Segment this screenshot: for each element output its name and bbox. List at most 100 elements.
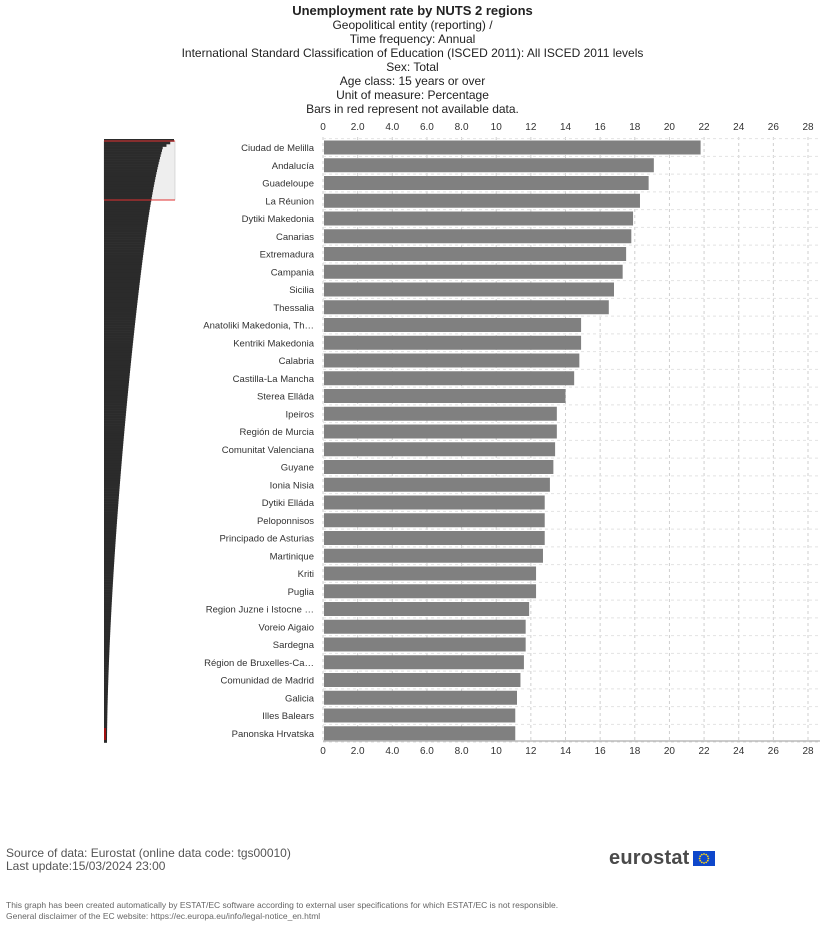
overview-bar bbox=[104, 166, 158, 170]
overview-bar bbox=[104, 609, 112, 613]
overview-bar bbox=[104, 211, 150, 215]
bar[interactable] bbox=[324, 673, 521, 687]
overview-bar bbox=[104, 405, 127, 409]
bar[interactable] bbox=[324, 477, 550, 492]
overview-bar bbox=[104, 413, 126, 416]
overview-bar bbox=[104, 284, 140, 288]
overview-bar bbox=[104, 541, 116, 545]
bar[interactable] bbox=[324, 637, 526, 652]
overview-bar bbox=[104, 425, 125, 429]
overview-bar bbox=[104, 392, 128, 396]
source-text: Source of data: Eurostat (online data co… bbox=[6, 846, 291, 860]
overview-bar bbox=[104, 491, 120, 494]
overview-bar bbox=[104, 151, 162, 155]
bar[interactable] bbox=[324, 708, 516, 723]
bar[interactable] bbox=[324, 300, 609, 315]
overview-bar bbox=[104, 475, 121, 479]
x-tick-label-bottom: 24 bbox=[733, 746, 745, 757]
overview-bar bbox=[104, 221, 148, 225]
overview-bar bbox=[104, 584, 113, 587]
x-tick-label-bottom: 26 bbox=[768, 746, 780, 757]
overview-bar bbox=[104, 709, 108, 713]
x-tick-label-top: 16 bbox=[595, 122, 607, 133]
bar[interactable] bbox=[324, 211, 634, 226]
bar[interactable] bbox=[324, 548, 543, 563]
eurostat-logo: eurostat bbox=[609, 847, 715, 869]
bar[interactable] bbox=[324, 690, 517, 705]
overview-bar bbox=[104, 528, 117, 532]
overview-bar bbox=[104, 646, 110, 650]
bar[interactable] bbox=[324, 335, 582, 350]
bar[interactable] bbox=[324, 726, 516, 741]
category-label: Martinique bbox=[270, 551, 314, 562]
overview-bar bbox=[104, 257, 143, 260]
bar[interactable] bbox=[324, 424, 557, 439]
chart-title: Unemployment rate by NUTS 2 regions bbox=[292, 3, 533, 18]
bar[interactable] bbox=[324, 389, 566, 403]
bar[interactable] bbox=[324, 193, 640, 208]
overview-bar bbox=[104, 455, 123, 459]
bar[interactable] bbox=[324, 531, 545, 545]
overview-bar bbox=[104, 679, 109, 683]
overview-bar bbox=[104, 264, 142, 268]
overview-bar bbox=[104, 297, 138, 301]
overview-bar bbox=[104, 164, 159, 167]
bar[interactable] bbox=[324, 158, 654, 173]
overview-bar bbox=[104, 493, 120, 497]
overview-bar bbox=[104, 362, 131, 366]
overview-bar bbox=[104, 714, 108, 718]
overview-bar bbox=[104, 697, 108, 701]
category-label: Galicia bbox=[285, 693, 315, 704]
category-label: Sicilia bbox=[289, 285, 315, 296]
overview-bar bbox=[104, 194, 153, 198]
bar[interactable] bbox=[324, 584, 537, 599]
bar[interactable] bbox=[324, 176, 649, 190]
overview-bar bbox=[104, 704, 108, 708]
bar[interactable] bbox=[324, 247, 627, 261]
bar[interactable] bbox=[324, 229, 632, 244]
category-label: Puglia bbox=[288, 587, 315, 598]
bar[interactable] bbox=[324, 353, 580, 368]
bar[interactable] bbox=[324, 619, 526, 634]
bar[interactable] bbox=[324, 442, 556, 457]
overview-bar bbox=[104, 382, 129, 386]
bar[interactable] bbox=[324, 406, 557, 421]
overview-bar bbox=[104, 546, 116, 550]
category-label: Canarias bbox=[276, 232, 314, 243]
overview-scroller[interactable] bbox=[103, 139, 176, 743]
x-tick-label-top: 12 bbox=[525, 122, 537, 133]
overview-bar bbox=[104, 176, 156, 180]
overview-bar bbox=[104, 707, 108, 711]
overview-bar bbox=[104, 619, 111, 623]
bar[interactable] bbox=[324, 460, 554, 474]
bar[interactable] bbox=[324, 318, 582, 332]
bar[interactable] bbox=[324, 264, 623, 279]
overview-bar bbox=[104, 574, 114, 577]
bar[interactable] bbox=[324, 602, 530, 616]
overview-bar bbox=[104, 636, 110, 640]
bar[interactable] bbox=[324, 513, 545, 528]
overview-bar bbox=[104, 536, 116, 540]
eu-flag-icon bbox=[692, 850, 715, 866]
overview-bar bbox=[104, 516, 118, 520]
bar[interactable] bbox=[324, 566, 537, 581]
overview-bar bbox=[104, 657, 110, 660]
overview-bar bbox=[104, 672, 109, 675]
overview-bar bbox=[104, 684, 109, 688]
bar[interactable] bbox=[324, 140, 701, 155]
overview-bar bbox=[104, 553, 115, 557]
bar[interactable] bbox=[324, 655, 524, 670]
category-label: Campania bbox=[271, 267, 315, 278]
category-label: Dytiki Makedonia bbox=[242, 214, 315, 225]
bar[interactable] bbox=[324, 371, 575, 386]
x-tick-label-top: 0 bbox=[320, 122, 326, 133]
bar[interactable] bbox=[324, 495, 545, 510]
bar[interactable] bbox=[324, 282, 614, 297]
overview-bar bbox=[104, 468, 122, 472]
overview-bar bbox=[104, 682, 109, 685]
overview-bar bbox=[104, 740, 108, 743]
overview-bar bbox=[104, 345, 133, 349]
overview-bar bbox=[104, 435, 124, 439]
source-info: Source of data: Eurostat (online data co… bbox=[6, 847, 291, 873]
overview-bar bbox=[104, 156, 160, 160]
